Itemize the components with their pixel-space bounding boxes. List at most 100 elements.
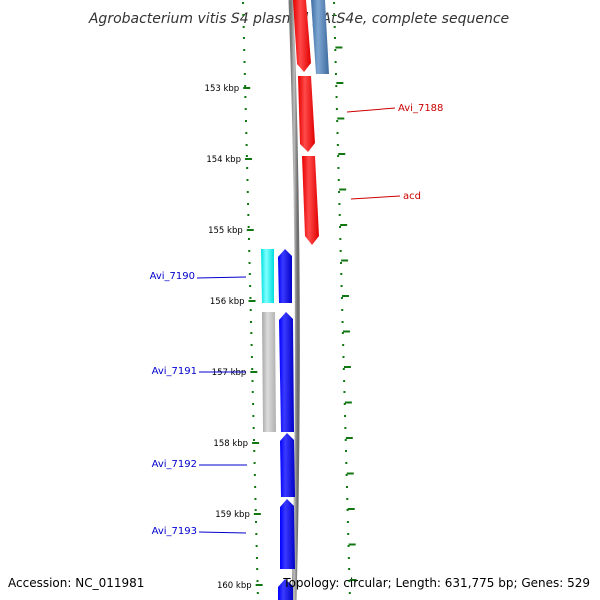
ruler-tick-label: 155 kbp xyxy=(208,226,243,236)
track-dot-left xyxy=(253,462,256,464)
track-dot-left xyxy=(248,273,251,275)
backbone xyxy=(288,0,300,600)
track-dot-right xyxy=(341,332,344,334)
gene-label-acd[interactable]: acd xyxy=(403,191,421,202)
track-dot-right xyxy=(336,120,339,122)
accession-text: Accession: NC_011981 xyxy=(8,576,144,590)
track-dot-right xyxy=(334,61,337,63)
track-dot-left xyxy=(250,332,253,334)
track-dot-right xyxy=(339,238,342,240)
track-dot-right xyxy=(346,498,349,500)
dotted-tracks xyxy=(242,2,357,594)
gene-Avi_7188[interactable] xyxy=(298,76,315,152)
leader-Avi_7193 xyxy=(198,531,247,534)
gene-Avi_7191[interactable] xyxy=(279,312,294,432)
track-dot-left xyxy=(245,120,247,122)
track-dot-right xyxy=(344,415,347,417)
track-dot-left xyxy=(253,474,256,476)
gene-label-Avi_7188[interactable]: Avi_7188 xyxy=(398,103,443,114)
track-dot-left xyxy=(249,297,252,299)
track-dot-right xyxy=(339,250,342,252)
track-dot-left xyxy=(247,203,250,205)
ruler: 153 kbp 154 kbp 155 kbp 156 kbp 157 kbp 158 k… xyxy=(205,84,263,591)
leader-acd xyxy=(350,195,401,200)
track-dot-right xyxy=(341,321,344,323)
track-dot-right xyxy=(347,545,350,547)
track-dot-left xyxy=(252,427,255,429)
track-dot-left xyxy=(247,238,250,240)
track-dot-left xyxy=(245,132,248,134)
track-dot-right xyxy=(333,2,336,4)
track-dot-right xyxy=(343,391,346,393)
track-dot-right xyxy=(335,96,338,98)
leader-Avi_7188 xyxy=(346,107,396,113)
gene-label-Avi_7191[interactable]: Avi_7191 xyxy=(152,366,197,377)
track-dot-right xyxy=(334,73,337,75)
track-dot-right xyxy=(340,285,343,287)
track-dot-left xyxy=(244,85,247,87)
track-dot-right xyxy=(337,167,340,169)
track-dot-left xyxy=(245,155,248,157)
gene-label-Avi_7192[interactable]: Avi_7192 xyxy=(152,459,197,470)
track-dot-right xyxy=(339,262,342,264)
ruler-tick-label: 159 kbp xyxy=(215,510,250,520)
track-dot-left xyxy=(252,439,255,441)
track-dot-right xyxy=(344,439,347,441)
track-dot-left xyxy=(244,108,247,110)
track-dot-left xyxy=(255,557,258,559)
track-dot-left xyxy=(242,2,245,4)
ruler-tick-label: 160 kbp xyxy=(217,581,252,591)
track-dot-left xyxy=(250,344,253,346)
track-dot-left xyxy=(250,356,253,358)
track-dot-left xyxy=(249,285,252,287)
ruler-tick-label: 154 kbp xyxy=(206,155,241,165)
leader-Avi_7190 xyxy=(196,276,247,279)
track-dot-right xyxy=(342,344,345,346)
track-dot-left xyxy=(248,262,251,264)
gene-Avi_7191-hit[interactable] xyxy=(262,312,276,432)
gene-Avi_7192[interactable] xyxy=(280,433,295,497)
track-dot-right xyxy=(342,356,345,358)
track-dot-right xyxy=(333,37,336,39)
track-dot-right xyxy=(333,14,336,16)
track-dot-left xyxy=(256,580,259,582)
track-dot-right xyxy=(335,108,338,110)
track-dot-right xyxy=(335,85,338,87)
track-dot-right xyxy=(345,486,348,488)
track-dot-left xyxy=(252,403,255,405)
track-dot-right xyxy=(340,297,343,299)
track-dot-left xyxy=(254,509,257,511)
track-dot-left xyxy=(256,568,259,570)
track-dot-left xyxy=(249,309,252,311)
gene-upstream[interactable] xyxy=(293,0,311,72)
track-dot-right xyxy=(345,450,347,452)
track-dot-right xyxy=(337,155,340,157)
track-dot-right xyxy=(338,214,341,216)
gene-label-Avi_7190[interactable]: Avi_7190 xyxy=(150,271,195,282)
track-dot-left xyxy=(256,592,259,594)
gene-label-Avi_7193[interactable]: Avi_7193 xyxy=(152,526,197,537)
track-dot-left xyxy=(243,49,246,51)
ruler-tick-label: 157 kbp xyxy=(212,368,247,378)
track-dot-right xyxy=(337,179,340,181)
track-dot-right xyxy=(338,191,341,193)
track-dot-left xyxy=(255,521,258,523)
ruler-tick-label: 153 kbp xyxy=(205,84,240,94)
gene-Avi_7190[interactable] xyxy=(278,249,292,303)
track-dot-left xyxy=(243,61,246,63)
gene-next-reverse[interactable] xyxy=(278,579,293,600)
gene-Avi_7190-hit[interactable] xyxy=(261,249,274,303)
track-dot-right xyxy=(338,203,341,205)
track-dot-left xyxy=(253,450,256,452)
gene-Avi_7193[interactable] xyxy=(280,499,295,569)
track-dot-left xyxy=(243,73,246,75)
track-dot-left xyxy=(242,26,245,28)
ruler-tick-label: 156 kbp xyxy=(210,297,245,307)
topology-info-text: Topology: circular; Length: 631,775 bp; … xyxy=(282,576,590,590)
track-dot-right xyxy=(336,132,339,134)
track-dot-right xyxy=(344,427,347,429)
gene-acd[interactable] xyxy=(302,156,319,245)
forward-features xyxy=(293,0,329,245)
track-dot-left xyxy=(242,37,245,39)
gene-upstream-hit[interactable] xyxy=(311,0,329,74)
